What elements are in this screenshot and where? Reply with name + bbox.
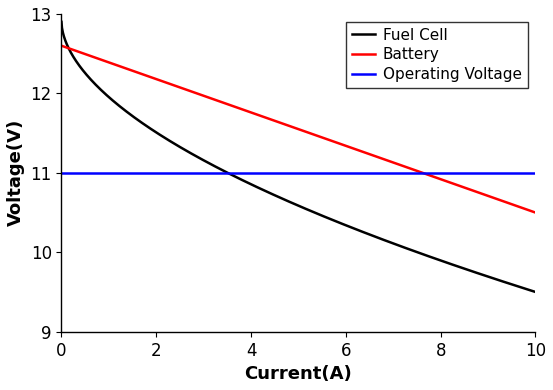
Fuel Cell: [428, 255, 435, 259]
Line: Fuel Cell: Fuel Cell: [61, 22, 535, 292]
Battery: [532, 210, 539, 215]
Operating Voltage: [428, 170, 435, 175]
Operating Voltage: [436, 170, 443, 175]
Operating Voltage: [532, 170, 539, 175]
Operating Voltage: [58, 170, 65, 175]
Battery: [250, 111, 257, 115]
Fuel Cell: [267, 191, 274, 195]
Fuel Cell: [436, 258, 443, 262]
Fuel Cell: [532, 290, 539, 294]
Operating Voltage: [107, 170, 113, 175]
Operating Voltage: [267, 170, 274, 175]
Y-axis label: Voltage(V): Voltage(V): [7, 119, 25, 227]
Operating Voltage: [384, 170, 390, 175]
Fuel Cell: [58, 20, 65, 24]
Fuel Cell: [250, 183, 257, 188]
Battery: [428, 174, 435, 178]
Battery: [384, 158, 390, 163]
Battery: [107, 60, 113, 65]
Line: Battery: Battery: [61, 46, 535, 213]
Operating Voltage: [250, 170, 257, 175]
Battery: [58, 43, 65, 48]
Fuel Cell: [384, 239, 390, 243]
Fuel Cell: [107, 96, 113, 100]
Battery: [436, 177, 443, 181]
Legend: Fuel Cell, Battery, Operating Voltage: Fuel Cell, Battery, Operating Voltage: [346, 21, 528, 88]
Battery: [267, 117, 274, 122]
X-axis label: Current(A): Current(A): [244, 365, 352, 383]
